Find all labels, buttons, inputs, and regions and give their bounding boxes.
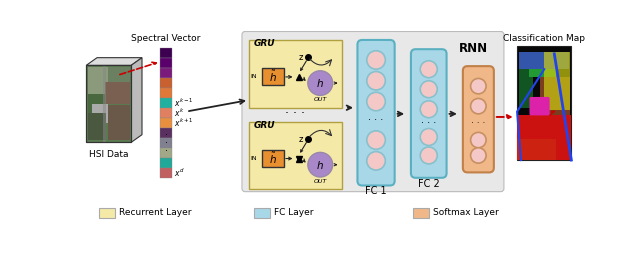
- Text: $h$: $h$: [316, 159, 324, 171]
- Bar: [517, 115, 572, 160]
- Bar: [517, 138, 556, 160]
- Bar: [88, 113, 106, 140]
- Bar: [160, 118, 172, 128]
- Circle shape: [420, 129, 437, 145]
- Text: · · ·: · · ·: [285, 106, 305, 120]
- Text: OUT: OUT: [314, 97, 327, 102]
- Text: ·
·
·: · · ·: [164, 130, 168, 156]
- Circle shape: [308, 71, 333, 95]
- FancyBboxPatch shape: [249, 122, 342, 189]
- Bar: [160, 78, 172, 88]
- Bar: [518, 69, 532, 108]
- Bar: [86, 65, 131, 142]
- Text: HSI Data: HSI Data: [89, 150, 129, 159]
- FancyBboxPatch shape: [463, 66, 494, 172]
- Bar: [92, 104, 108, 123]
- Text: FC Layer: FC Layer: [274, 208, 313, 217]
- Text: $h$: $h$: [316, 77, 324, 89]
- Bar: [160, 138, 172, 148]
- Circle shape: [420, 101, 437, 118]
- Bar: [160, 88, 172, 98]
- Bar: [105, 82, 129, 104]
- Text: FC 2: FC 2: [418, 179, 440, 189]
- FancyBboxPatch shape: [262, 150, 284, 167]
- Text: IN: IN: [250, 156, 257, 161]
- Bar: [544, 52, 570, 110]
- Bar: [529, 65, 556, 77]
- Text: IN: IN: [250, 74, 257, 79]
- Circle shape: [470, 99, 486, 114]
- Circle shape: [470, 78, 486, 94]
- Bar: [160, 58, 172, 68]
- Bar: [518, 52, 569, 69]
- Text: $x^{k-1}$: $x^{k-1}$: [174, 97, 193, 109]
- Circle shape: [420, 81, 437, 98]
- Polygon shape: [131, 58, 142, 142]
- Bar: [108, 67, 129, 82]
- Text: Softmax Layer: Softmax Layer: [433, 208, 499, 217]
- Text: z: z: [299, 53, 303, 62]
- Bar: [540, 77, 570, 115]
- FancyBboxPatch shape: [242, 31, 504, 192]
- Bar: [103, 65, 106, 142]
- Bar: [517, 46, 572, 160]
- FancyBboxPatch shape: [529, 97, 550, 115]
- FancyBboxPatch shape: [413, 208, 429, 218]
- Text: $\tilde{h}$: $\tilde{h}$: [269, 69, 277, 84]
- Bar: [88, 67, 108, 94]
- Text: $\tilde{h}$: $\tilde{h}$: [269, 151, 277, 166]
- Bar: [160, 168, 172, 178]
- FancyBboxPatch shape: [411, 49, 447, 178]
- Circle shape: [367, 152, 385, 170]
- Text: z: z: [299, 135, 303, 144]
- Circle shape: [470, 132, 486, 148]
- Circle shape: [367, 51, 385, 69]
- Circle shape: [420, 147, 437, 164]
- Text: FC 1: FC 1: [365, 186, 387, 196]
- Text: Classification Map: Classification Map: [503, 34, 585, 43]
- FancyBboxPatch shape: [249, 40, 342, 108]
- Bar: [160, 48, 172, 58]
- FancyBboxPatch shape: [262, 68, 284, 86]
- Bar: [160, 128, 172, 138]
- Circle shape: [367, 131, 385, 149]
- Text: GRU: GRU: [253, 121, 275, 130]
- Bar: [86, 65, 131, 142]
- Bar: [108, 105, 129, 140]
- Text: GRU: GRU: [253, 39, 275, 48]
- Bar: [160, 158, 172, 168]
- FancyBboxPatch shape: [99, 208, 115, 218]
- Bar: [160, 98, 172, 108]
- Text: · · ·: · · ·: [421, 118, 436, 128]
- Circle shape: [420, 61, 437, 78]
- Bar: [160, 148, 172, 158]
- Bar: [160, 108, 172, 118]
- Text: · · ·: · · ·: [369, 115, 383, 125]
- Polygon shape: [86, 58, 142, 65]
- Text: $x^{k+1}$: $x^{k+1}$: [174, 116, 193, 129]
- Text: Recurrent Layer: Recurrent Layer: [119, 208, 191, 217]
- FancyBboxPatch shape: [358, 40, 395, 186]
- Text: Spectral Vector: Spectral Vector: [131, 34, 201, 43]
- Circle shape: [470, 148, 486, 163]
- Text: OUT: OUT: [314, 179, 327, 184]
- Text: $x^{d}$: $x^{d}$: [174, 167, 184, 179]
- Bar: [160, 68, 172, 78]
- FancyBboxPatch shape: [254, 208, 270, 218]
- Text: · · ·: · · ·: [471, 119, 486, 128]
- Circle shape: [308, 152, 333, 177]
- Text: $x^{k}$: $x^{k}$: [174, 106, 184, 119]
- Circle shape: [367, 92, 385, 111]
- Bar: [88, 94, 105, 113]
- Circle shape: [367, 71, 385, 90]
- Text: RNN: RNN: [459, 41, 488, 55]
